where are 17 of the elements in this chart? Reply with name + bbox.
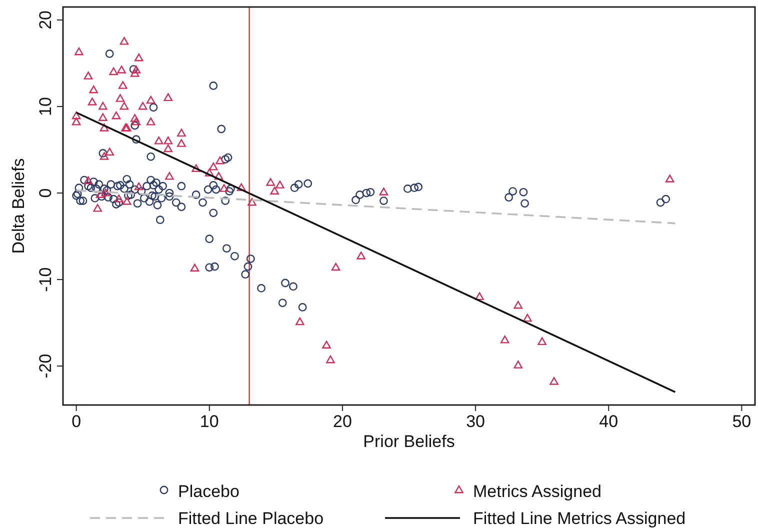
x-tick-label: 10 xyxy=(200,412,219,431)
legend-label: Fitted Line Placebo xyxy=(178,509,324,528)
x-tick-label: 20 xyxy=(333,412,352,431)
y-tick-label: 0 xyxy=(36,188,55,198)
y-tick-label: -10 xyxy=(36,267,55,292)
legend-label: Metrics Assigned xyxy=(473,482,602,501)
y-tick-label: 10 xyxy=(36,97,55,116)
y-tick-label: -20 xyxy=(36,354,55,378)
y-tick-label: 20 xyxy=(36,10,55,30)
x-tick-label: 0 xyxy=(72,412,82,431)
x-tick-label: 40 xyxy=(599,412,618,431)
x-tick-label: 50 xyxy=(732,412,752,431)
legend-label: Placebo xyxy=(178,482,240,501)
x-tick-label: 30 xyxy=(466,412,485,431)
legend-label: Fitted Line Metrics Assigned xyxy=(473,509,686,528)
y-axis-title: Delta Beliefs xyxy=(9,158,28,254)
x-axis-title: Prior Beliefs xyxy=(363,432,455,451)
